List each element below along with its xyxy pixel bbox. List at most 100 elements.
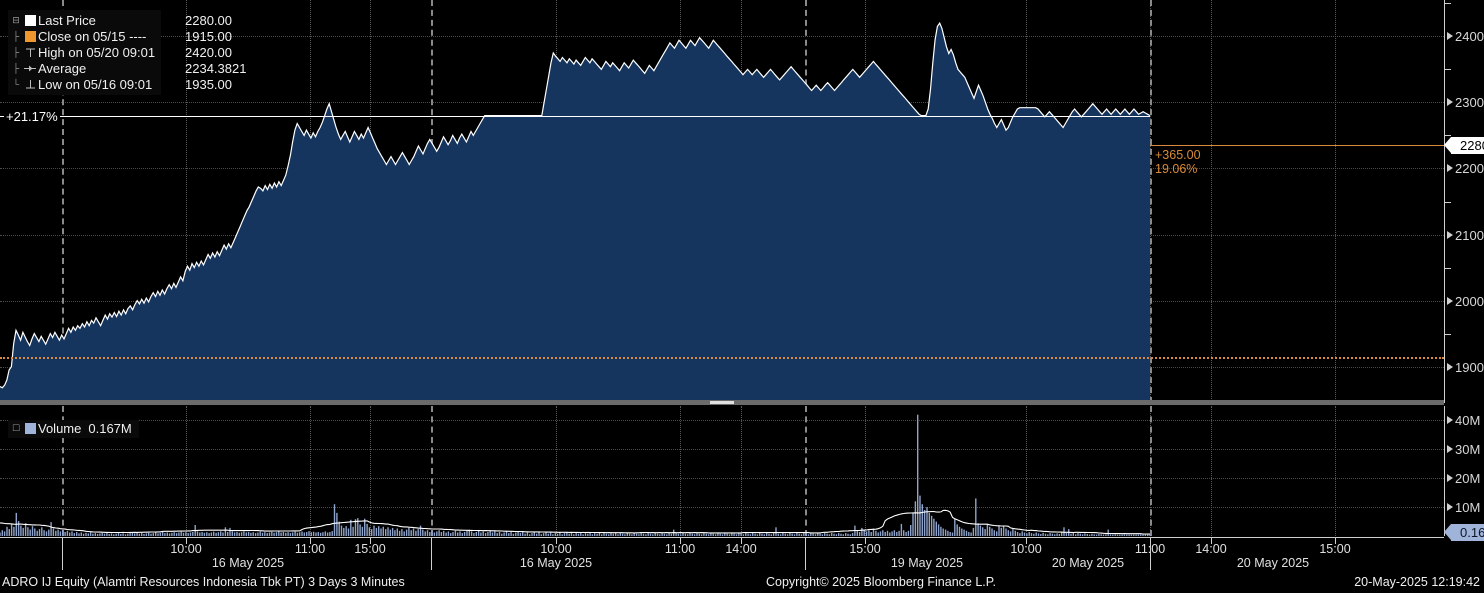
time-tick xyxy=(1335,538,1336,544)
date-label: 16 May 2025 xyxy=(211,556,285,570)
volume-tick-arrow xyxy=(1447,445,1453,454)
volume-gridline xyxy=(0,507,1444,509)
price-plot-area[interactable] xyxy=(0,0,1444,403)
volume-color-swatch-icon xyxy=(22,423,38,434)
last-price-reference-line xyxy=(0,115,1150,117)
time-gridline xyxy=(1211,406,1212,536)
price-minor-tick xyxy=(1444,333,1451,335)
low-marker-icon xyxy=(22,79,38,90)
day-separator-line xyxy=(1150,0,1152,403)
time-gridline xyxy=(556,406,557,536)
price-tick-label: 2300 xyxy=(1455,95,1484,111)
volume-tick-label: 10M xyxy=(1455,500,1481,516)
price-legend[interactable]: ⊟ Last Price 2280.00 ├ Close on 05/15 ---- 19… xyxy=(8,10,247,95)
legend-color-swatch-icon xyxy=(22,14,38,26)
time-gridline xyxy=(310,406,311,536)
date-label: 20 May 2025 xyxy=(1051,556,1125,570)
volume-gridline xyxy=(0,420,1444,422)
status-bar: ADRO IJ Equity (Alamtri Resources Indone… xyxy=(0,574,1484,593)
price-legend-label: Close on 05/15 ---- xyxy=(38,28,147,44)
time-gridline xyxy=(865,406,866,536)
volume-tick-arrow xyxy=(1447,416,1453,425)
price-minor-tick xyxy=(1444,69,1451,71)
splitter-grip[interactable] xyxy=(710,401,734,404)
time-gridline xyxy=(370,406,371,536)
status-timestamp: 20-May-2025 12:19:42 xyxy=(1354,575,1480,589)
price-legend-value: 2420.00 xyxy=(185,44,232,60)
price-area-fill xyxy=(0,23,1150,403)
price-minor-tick xyxy=(1444,135,1451,137)
time-gridline xyxy=(186,0,187,403)
volume-bars xyxy=(0,414,1151,536)
price-legend-row[interactable]: ├ Average 2234.3821 xyxy=(10,60,247,76)
price-legend-row[interactable]: ├ Close on 05/15 ---- 1915.00 xyxy=(10,28,232,44)
change-absolute-label: +365.00 xyxy=(1155,147,1201,162)
tree-branch-icon: ├ xyxy=(12,46,20,57)
volume-tick-label: 40M xyxy=(1455,413,1481,429)
price-legend-row[interactable]: └ Low on 05/16 09:01 1935.00 xyxy=(10,76,232,92)
time-axis-line xyxy=(0,537,1444,538)
volume-plot-area[interactable] xyxy=(0,406,1444,536)
volume-legend[interactable]: ☐ Volume 0.167M xyxy=(8,420,139,438)
volume-tick-arrow xyxy=(1447,474,1453,483)
time-tick-label: 15:00 xyxy=(354,542,386,556)
time-tick-label: 10:00 xyxy=(170,542,202,556)
price-legend-row[interactable]: ├ High on 05/20 09:01 2420.00 xyxy=(10,44,232,60)
time-gridline xyxy=(680,406,681,536)
previous-close-line xyxy=(0,356,1444,359)
price-legend-label: Average xyxy=(38,60,87,76)
high-marker-icon xyxy=(22,47,38,58)
volume-value-tag: 0.167M xyxy=(1443,524,1484,541)
day-separator-tick xyxy=(1150,538,1151,570)
price-legend-value: 2234.3821 xyxy=(185,60,247,76)
price-chart-panel[interactable]: +21.17% +365.00 19.06% ⊟ Last Price 2280.0… xyxy=(0,0,1444,403)
time-tick-label: 10:00 xyxy=(540,542,572,556)
volume-chart-panel[interactable]: ☐ Volume 0.167M xyxy=(0,406,1444,536)
time-tick xyxy=(1026,538,1027,544)
price-legend-label: Last Price xyxy=(38,12,96,28)
price-tick-label: 2100 xyxy=(1455,227,1484,243)
price-tick-arrow xyxy=(1447,32,1453,41)
time-tick-label: 15:00 xyxy=(849,542,881,556)
status-security-description: ADRO IJ Equity (Alamtri Resources Indone… xyxy=(2,575,405,589)
price-tick-label: 2200 xyxy=(1455,161,1484,177)
tree-collapse-icon[interactable]: ⊟ xyxy=(12,14,20,25)
time-gridline xyxy=(1211,0,1212,403)
price-gridline xyxy=(0,36,1444,38)
price-axis[interactable]: 2400 2300 2200 2100 2000 1900 xyxy=(1444,0,1484,403)
tree-expand-icon[interactable]: ☐ xyxy=(11,423,21,433)
range-percent-label: +21.17% xyxy=(4,108,60,124)
legend-color-swatch-icon xyxy=(22,30,38,42)
average-marker-icon xyxy=(22,63,38,74)
price-minor-tick xyxy=(1444,3,1451,5)
time-gridline xyxy=(741,406,742,536)
price-legend-row[interactable]: ⊟ Last Price 2280.00 xyxy=(10,12,232,28)
volume-gridline xyxy=(0,478,1444,480)
volume-tick-label: 30M xyxy=(1455,442,1481,458)
day-separator-tick xyxy=(431,538,432,570)
price-legend-value: 1915.00 xyxy=(185,28,232,44)
volume-gridline xyxy=(0,449,1444,451)
price-legend-value: 2280.00 xyxy=(185,12,232,28)
volume-axis[interactable]: 40M 30M 20M 10M xyxy=(1444,406,1484,536)
price-tick-arrow xyxy=(1447,230,1453,239)
price-tick-label: 2000 xyxy=(1455,293,1484,309)
volume-average-line xyxy=(0,509,1151,535)
time-gridline xyxy=(1335,0,1336,403)
price-line xyxy=(0,21,1151,389)
time-tick-label: 14:00 xyxy=(725,542,757,556)
change-reference-line xyxy=(1150,144,1444,146)
price-series xyxy=(0,21,1151,403)
time-tick xyxy=(556,538,557,544)
time-axis[interactable]: 10:00 11:00 15:00 10:00 11:00 14:00 15:00 10:00… xyxy=(0,537,1444,570)
volume-axis-line xyxy=(1444,406,1445,536)
time-tick-label: 15:00 xyxy=(1319,542,1351,556)
panel-splitter[interactable] xyxy=(0,400,1444,405)
date-label: 16 May 2025 xyxy=(519,556,593,570)
price-tick-arrow xyxy=(1447,362,1453,371)
time-tick xyxy=(186,538,187,544)
price-legend-label: High on 05/20 09:01 xyxy=(38,44,156,60)
time-tick-label: 11:00 xyxy=(664,542,696,556)
time-tick xyxy=(680,538,681,544)
